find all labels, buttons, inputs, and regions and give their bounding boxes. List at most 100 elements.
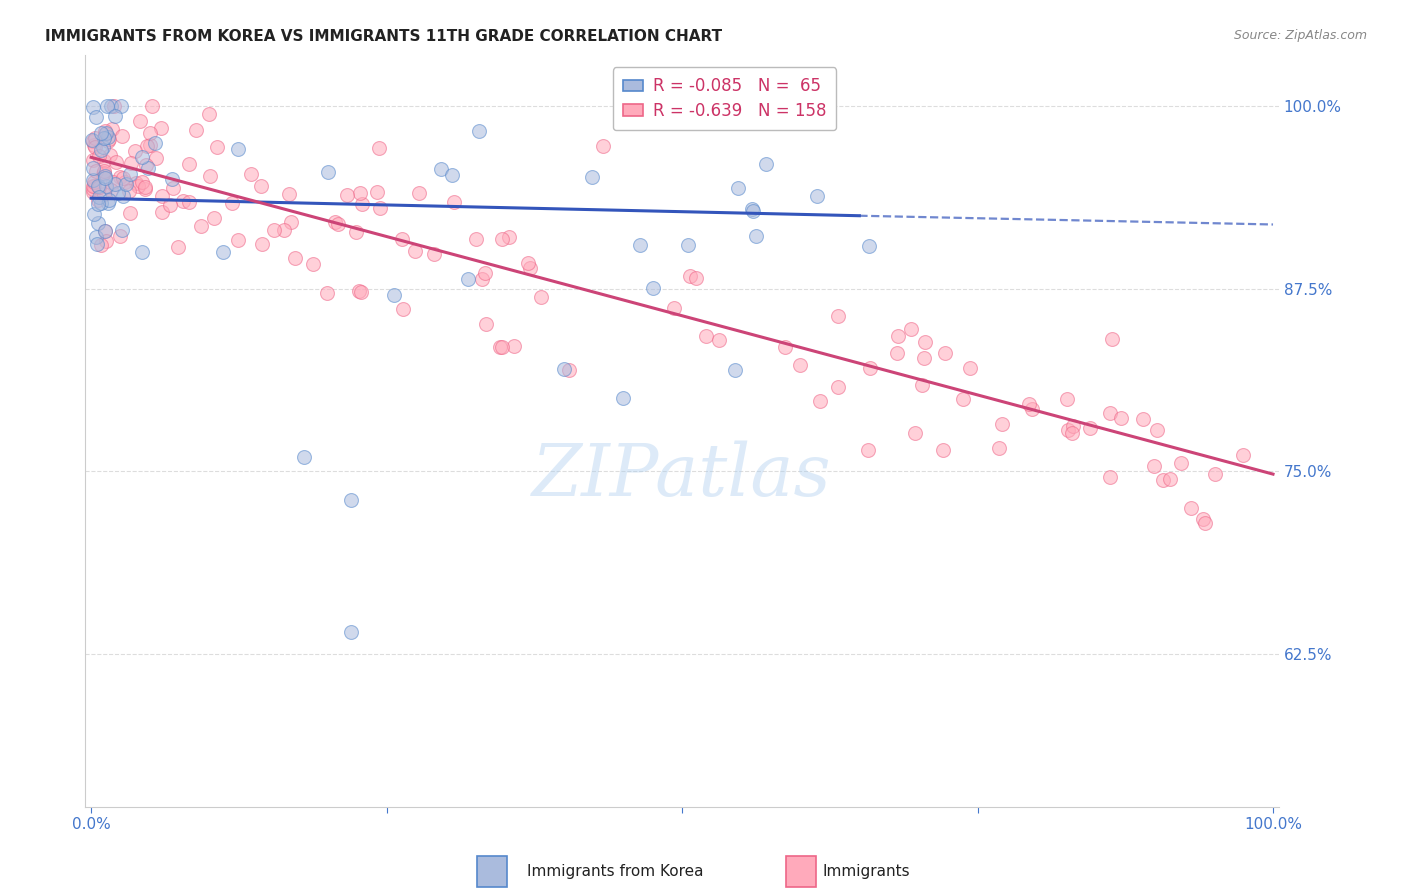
Point: [150, 205, 173, 219]
Point: [118, 167, 141, 181]
Point: [886, 328, 908, 343]
Point: [755, 156, 778, 170]
Point: [136, 139, 159, 153]
Point: [110, 99, 132, 113]
Point: [96, 99, 118, 113]
Point: [139, 126, 162, 140]
Point: [612, 391, 634, 405]
Point: [150, 120, 173, 135]
Point: [1143, 459, 1166, 474]
Point: [100, 99, 122, 113]
Point: [789, 358, 811, 372]
Point: [808, 393, 831, 408]
Point: [107, 186, 129, 200]
Point: [94, 224, 117, 238]
Point: [162, 181, 184, 195]
Point: [97, 129, 120, 144]
Point: [1099, 470, 1122, 484]
Point: [159, 198, 181, 212]
Point: [162, 171, 184, 186]
Point: [284, 252, 307, 266]
Point: [87, 193, 110, 207]
Point: [141, 99, 163, 113]
Point: [1204, 467, 1226, 482]
Point: [806, 189, 828, 203]
Point: [90, 126, 112, 140]
Point: [100, 183, 122, 197]
Point: [93, 187, 115, 202]
Point: [695, 328, 717, 343]
Point: [278, 187, 301, 202]
Point: [84, 230, 107, 244]
Point: [131, 175, 153, 189]
Point: [1101, 332, 1123, 346]
Point: [118, 184, 141, 198]
Point: [124, 144, 146, 158]
Point: [98, 193, 121, 207]
Point: [84, 164, 107, 178]
Point: [366, 185, 388, 199]
Point: [498, 229, 520, 244]
Point: [676, 238, 699, 252]
Point: [465, 231, 488, 245]
Point: [340, 624, 363, 639]
Point: [221, 195, 243, 210]
Point: [82, 182, 104, 196]
Point: [382, 287, 405, 301]
Point: [98, 132, 121, 146]
Point: [97, 134, 120, 148]
Point: [90, 237, 112, 252]
Point: [1146, 423, 1168, 437]
Point: [94, 224, 117, 238]
Point: [103, 99, 125, 113]
Point: [727, 180, 749, 194]
Point: [250, 179, 273, 194]
Point: [198, 169, 221, 184]
Point: [143, 136, 166, 150]
Point: [491, 232, 513, 246]
Point: [128, 114, 150, 128]
Point: [87, 178, 110, 193]
Point: [392, 301, 415, 316]
Point: [1109, 411, 1132, 425]
Point: [471, 272, 494, 286]
Point: [226, 142, 249, 156]
Point: [145, 151, 167, 165]
Point: [263, 222, 285, 236]
Point: [82, 100, 104, 114]
Point: [643, 281, 665, 295]
Point: [408, 186, 430, 200]
Point: [136, 161, 159, 175]
Point: [93, 164, 115, 178]
Point: [87, 179, 110, 194]
Point: [474, 266, 496, 280]
Point: [336, 188, 359, 202]
Point: [904, 426, 927, 441]
Point: [1057, 423, 1080, 437]
Point: [662, 301, 685, 315]
Point: [179, 194, 201, 209]
Text: Immigrants: Immigrants: [823, 864, 910, 879]
Point: [318, 165, 340, 179]
Point: [139, 138, 162, 153]
Point: [94, 126, 117, 140]
Point: [856, 443, 879, 458]
Point: [111, 171, 134, 186]
Point: [104, 154, 127, 169]
Point: [430, 161, 453, 176]
Point: [519, 261, 541, 276]
Point: [131, 245, 153, 260]
Point: [959, 360, 981, 375]
Point: [741, 202, 763, 216]
Point: [83, 175, 105, 189]
Point: [172, 194, 194, 208]
Point: [404, 244, 426, 258]
Point: [82, 179, 104, 194]
Point: [489, 340, 512, 354]
Point: [1194, 516, 1216, 530]
Point: [94, 124, 117, 138]
Point: [118, 206, 141, 220]
Point: [280, 215, 302, 229]
Point: [827, 310, 849, 324]
Point: [83, 138, 105, 153]
